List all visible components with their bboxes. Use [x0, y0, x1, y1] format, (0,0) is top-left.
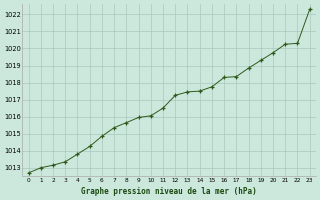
X-axis label: Graphe pression niveau de la mer (hPa): Graphe pression niveau de la mer (hPa) — [81, 187, 257, 196]
